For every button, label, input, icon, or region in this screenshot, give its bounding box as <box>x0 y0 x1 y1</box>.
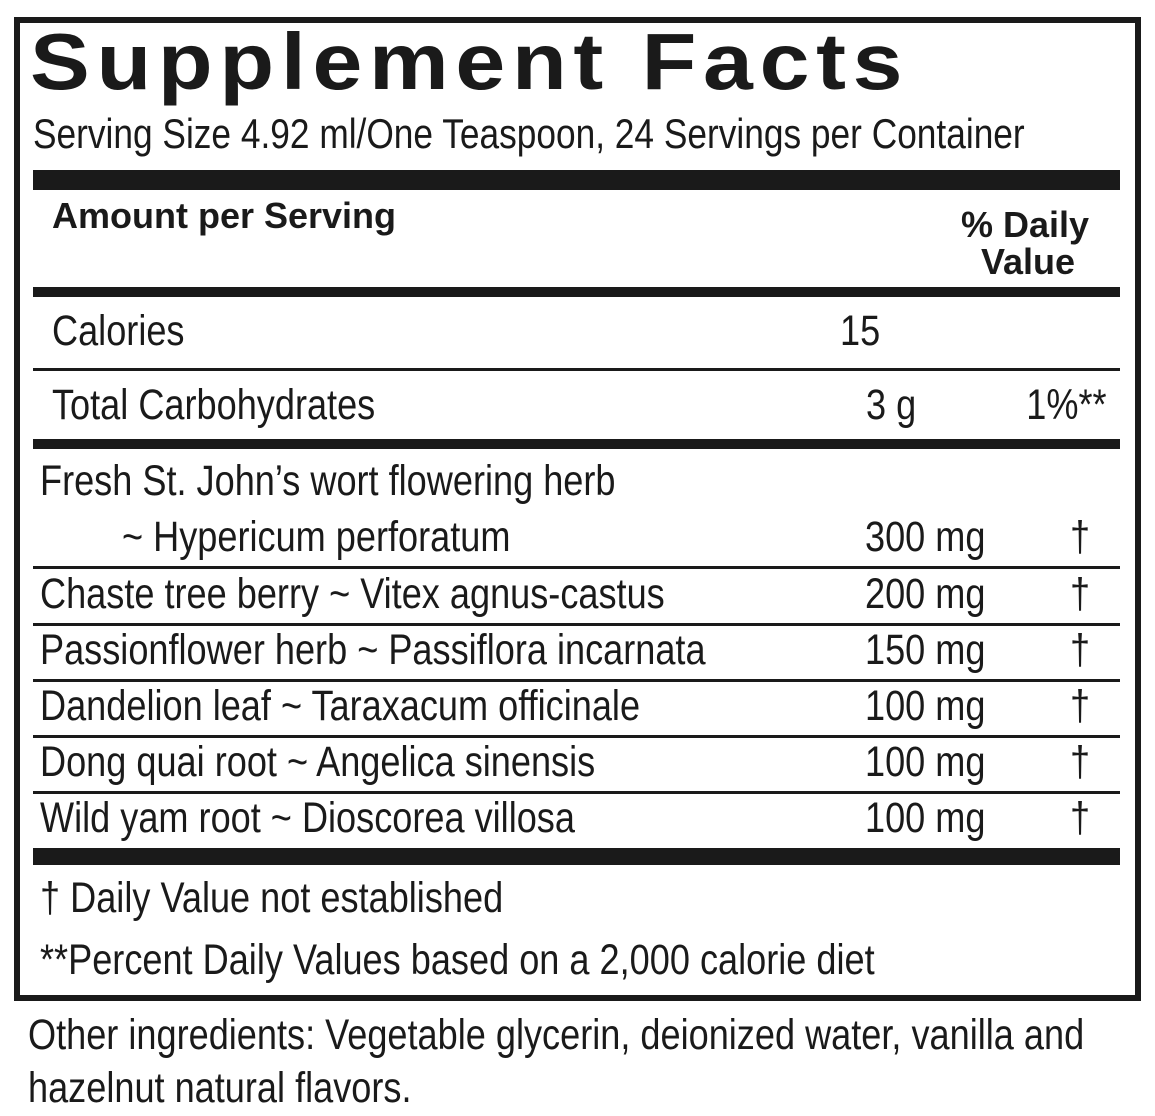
herb-name: Passionflower herb ~ Passiflora incarnat… <box>40 626 706 674</box>
daily-value-header-2: Value <box>980 241 1075 282</box>
nutrient-name: Total Carbohydrates <box>52 381 376 429</box>
herb-name: Fresh St. John’s wort flowering herb <box>40 457 616 505</box>
herb-name: Dong quai root ~ Angelica sinensis <box>40 738 596 786</box>
other-ingredients-line2: hazelnut natural flavors. <box>28 1064 412 1112</box>
nutrient-amount: 3 g <box>866 381 917 429</box>
divider-thin <box>33 368 1120 371</box>
amount-per-serving-header: Amount per Serving <box>52 195 397 236</box>
divider-medium <box>33 287 1120 297</box>
herb-name: Wild yam root ~ Dioscorea villosa <box>40 794 575 842</box>
divider-thin <box>33 566 1120 569</box>
footnote-percent: **Percent Daily Values based on a 2,000 … <box>40 936 875 984</box>
divider-thick <box>33 848 1120 865</box>
herb-amount: 100 mg <box>865 738 986 786</box>
herb-amount: 100 mg <box>865 794 986 842</box>
dagger-icon: † <box>1070 626 1091 674</box>
nutrient-amount: 15 <box>840 307 881 355</box>
footnote-dagger: † Daily Value not established <box>40 874 504 922</box>
herb-name: Chaste tree berry ~ Vitex agnus-castus <box>40 570 665 618</box>
herb-amount: 200 mg <box>865 570 986 618</box>
panel-title: Supplement Facts <box>30 17 910 106</box>
divider-medium <box>33 439 1120 449</box>
herb-amount: 150 mg <box>865 626 986 674</box>
dagger-icon: † <box>1070 794 1091 842</box>
dagger-icon: † <box>1070 682 1091 730</box>
dagger-icon: † <box>1070 570 1091 618</box>
divider-thin <box>33 679 1120 682</box>
herb-amount: 300 mg <box>865 513 986 561</box>
herb-name: Dandelion leaf ~ Taraxacum officinale <box>40 682 641 730</box>
divider-thin <box>33 623 1120 626</box>
divider-thin <box>33 791 1120 794</box>
divider-thin <box>33 735 1120 738</box>
nutrient-name: Calories <box>52 307 185 355</box>
daily-value-header-1: % Daily <box>960 204 1089 245</box>
herb-latin-name: ~ Hypericum perforatum <box>122 513 511 561</box>
nutrient-dv: 1%** <box>1026 381 1107 429</box>
divider-thick <box>33 170 1120 190</box>
dagger-icon: † <box>1070 738 1091 786</box>
serving-size: Serving Size 4.92 ml/One Teaspoon, 24 Se… <box>33 110 1025 157</box>
dagger-icon: † <box>1070 513 1091 561</box>
supplement-facts-panel <box>14 17 1141 1001</box>
herb-amount: 100 mg <box>865 682 986 730</box>
other-ingredients-line1: Other ingredients: Vegetable glycerin, d… <box>28 1011 1085 1059</box>
